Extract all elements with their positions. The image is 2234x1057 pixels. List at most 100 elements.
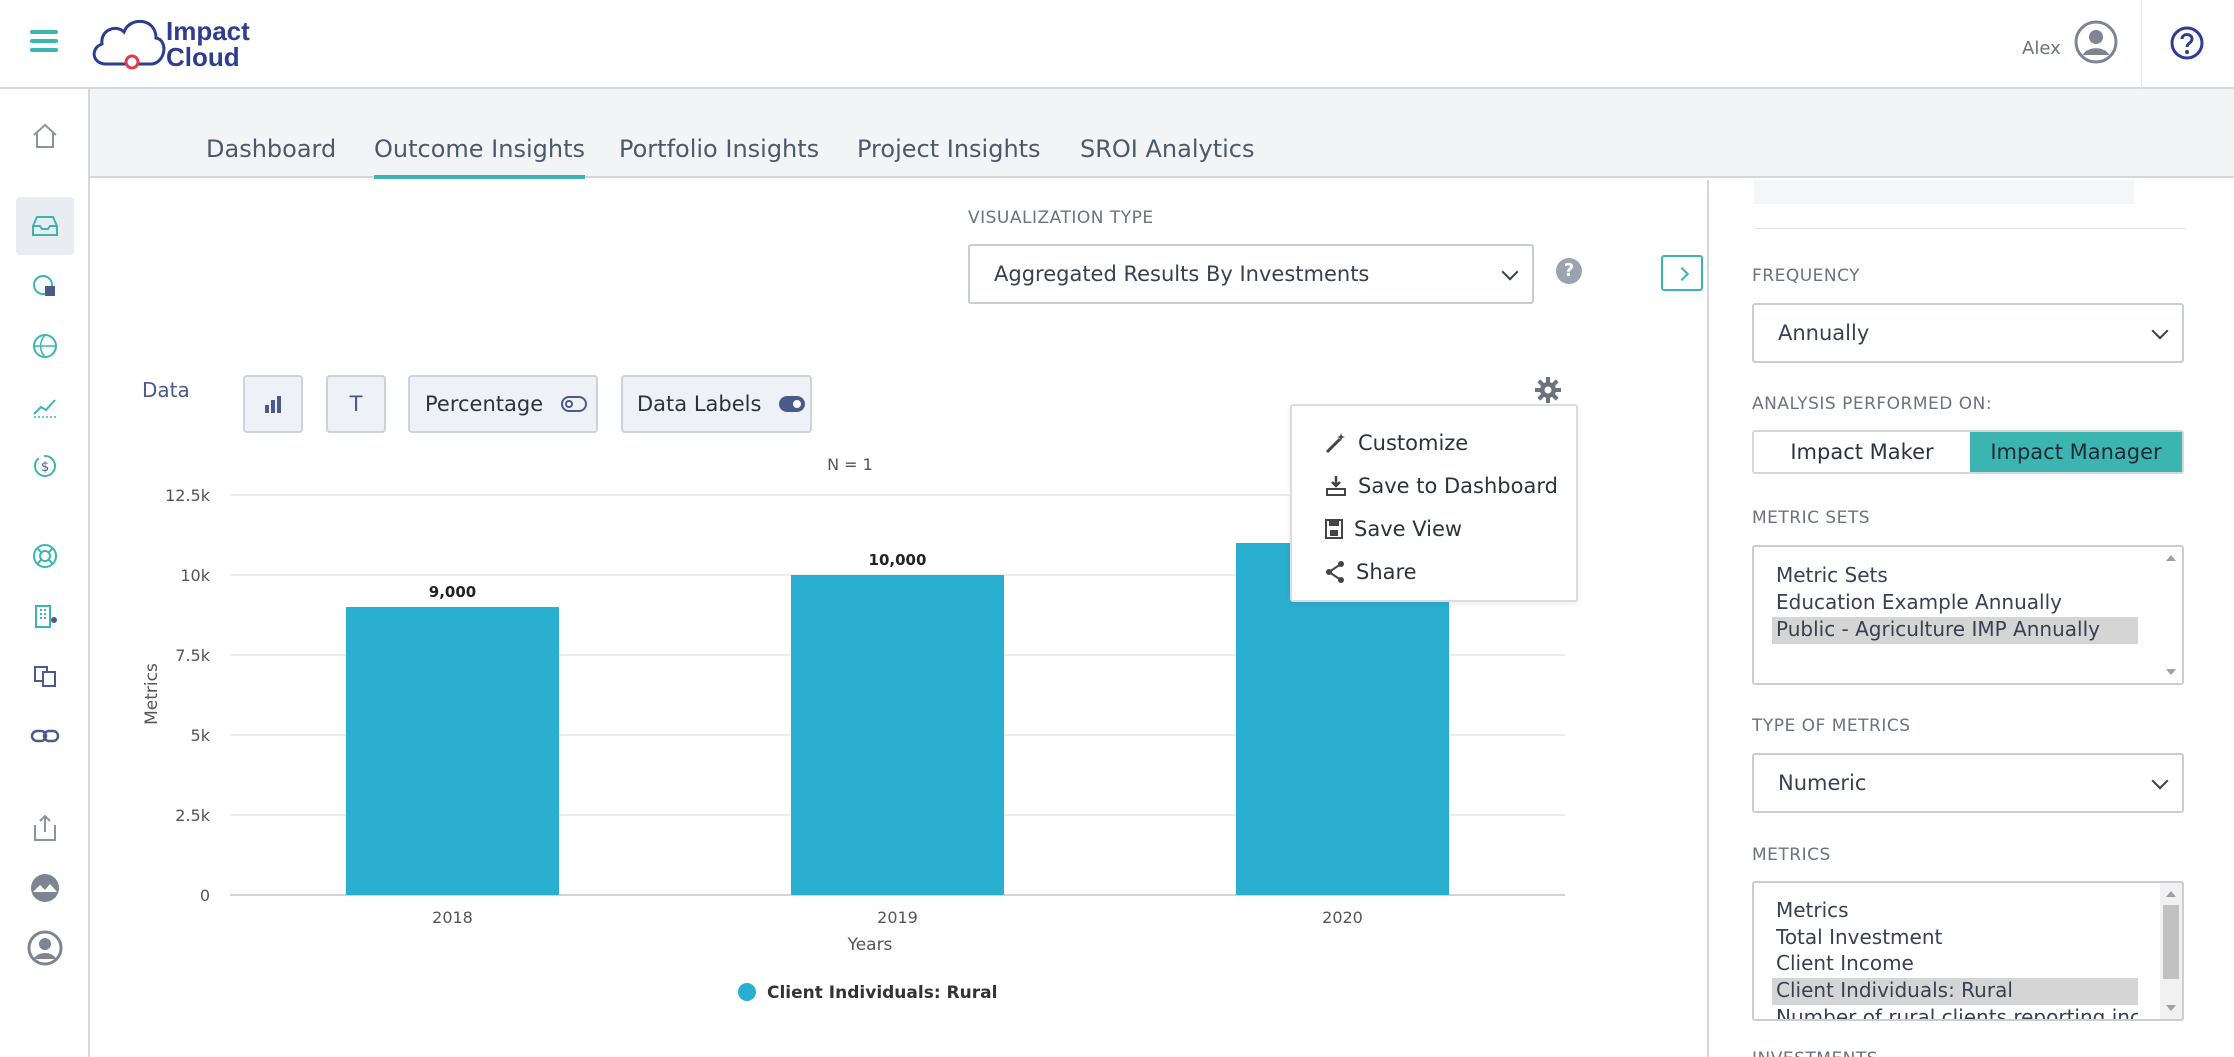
toggle-off-icon (561, 396, 588, 412)
sidebar-item-profile[interactable] (16, 919, 74, 977)
scrollbar[interactable] (2160, 883, 2182, 1019)
metric-set-option-selected[interactable]: Public - Agriculture IMP Annually (1772, 617, 2138, 644)
bar[interactable] (791, 575, 1004, 895)
visualization-type-select[interactable]: Aggregated Results By Investments (968, 244, 1534, 304)
metric-set-option[interactable]: Education Example Annually (1776, 590, 2062, 614)
metric-option[interactable]: Total Investment (1776, 925, 1943, 949)
metric-option[interactable]: Client Income (1776, 951, 1914, 975)
metrics-listbox[interactable]: Metrics Total Investment Client Income C… (1752, 881, 2184, 1021)
menu-item-customize[interactable]: Customize (1324, 428, 1468, 458)
impact-maker-button[interactable]: Impact Maker (1790, 440, 1934, 464)
home-icon (33, 123, 57, 148)
bar[interactable] (346, 607, 559, 895)
sidebar-item-trend[interactable] (16, 377, 74, 435)
globe-icon (33, 334, 57, 358)
sidebar: $ (0, 89, 90, 1057)
analysis-performed-label: ANALYSIS PERFORMED ON: (1752, 394, 1993, 414)
frequency-select[interactable]: Annually (1752, 303, 2184, 363)
data-labels-toggle-button[interactable]: Data Labels (621, 375, 812, 433)
floppy-disk-icon (1325, 519, 1343, 539)
x-axis-label: Years (847, 935, 893, 955)
metric-option[interactable]: Number of rural clients reporting increa (1776, 1005, 2138, 1021)
user-name[interactable]: Alex (2022, 38, 2061, 59)
avatar-icon[interactable] (2074, 20, 2118, 64)
type-of-metrics-label: TYPE OF METRICS (1752, 716, 1911, 736)
logo-text: Impact Cloud (166, 16, 250, 72)
metrics-label: METRICS (1752, 845, 1831, 865)
sidebar-item-building[interactable] (16, 587, 74, 645)
bar-chart-button[interactable] (243, 375, 303, 433)
text-format-button[interactable]: T (326, 375, 386, 433)
collapsed-field (1754, 180, 2134, 204)
gear-icon[interactable] (1534, 376, 1562, 404)
menu-item-share[interactable]: Share (1324, 557, 1417, 587)
help-question-icon[interactable]: ? (1556, 258, 1582, 284)
sidebar-item-support[interactable] (16, 527, 74, 585)
sidebar-item-report[interactable] (16, 257, 74, 315)
menu-item-save-to-dashboard[interactable]: Save to Dashboard (1324, 471, 1558, 501)
sidebar-item-currency[interactable]: $ (16, 437, 74, 495)
tab-portfolio-insights[interactable]: Portfolio Insights (619, 135, 820, 163)
sidebar-item-landscape[interactable] (16, 859, 74, 917)
x-tick-label: 2018 (432, 908, 473, 927)
metric-sets-label: METRIC SETS (1752, 508, 1871, 528)
chevron-down-icon (1501, 263, 1519, 281)
visualization-type-label: VISUALIZATION TYPE (968, 208, 1154, 228)
menu-item-save-view[interactable]: Save View (1324, 514, 1462, 544)
tab-project-insights[interactable]: Project Insights (857, 135, 1041, 163)
y-tick-label: 12.5k (165, 486, 211, 505)
lifebuoy-icon (33, 544, 57, 568)
tab-dashboard[interactable]: Dashboard (206, 135, 337, 163)
metric-set-option[interactable]: Metric Sets (1776, 563, 1888, 587)
bar-value-label: 10,000 (869, 551, 927, 569)
divider (1754, 228, 2186, 229)
bar-value-label: 9,000 (429, 583, 476, 601)
tab-sroi-analytics[interactable]: SROI Analytics (1080, 135, 1255, 163)
share-icon (1326, 561, 1344, 583)
y-tick-label: 2.5k (175, 806, 210, 825)
sidebar-item-upload[interactable] (16, 799, 74, 857)
sidebar-item-inbox[interactable] (16, 197, 74, 255)
hamburger-menu-icon[interactable] (30, 30, 58, 54)
y-tick-label: 10k (180, 566, 210, 585)
x-tick-label: 2020 (1322, 908, 1363, 927)
tab-outcome-insights[interactable]: Outcome Insights (374, 135, 585, 179)
chart-options-menu: Customize Save to Dashboard Save View Sh… (1290, 404, 1578, 602)
percentage-toggle-button[interactable]: Percentage (408, 375, 598, 433)
y-axis-label: Metrics (142, 663, 162, 725)
impact-manager-button[interactable]: Impact Manager (1970, 432, 2182, 472)
inbox-icon (32, 216, 58, 236)
chevron-down-icon (2151, 772, 2169, 790)
building-icon (35, 605, 57, 628)
sidebar-item-translate[interactable] (16, 647, 74, 705)
data-labels-label: Data Labels (637, 392, 762, 416)
scrollbar[interactable] (2160, 547, 2182, 683)
data-label: Data (142, 378, 190, 402)
metric-option[interactable]: Metrics (1776, 898, 1849, 922)
impact-cloud-logo[interactable]: Impact Cloud (88, 12, 288, 76)
toggle-on-icon (779, 396, 806, 412)
percentage-label: Percentage (425, 392, 544, 416)
upload-icon (34, 814, 56, 841)
type-of-metrics-select[interactable]: Numeric (1752, 753, 2184, 813)
legend-marker (738, 983, 756, 1001)
y-tick-label: 0 (200, 886, 210, 905)
collapse-panel-button[interactable] (1661, 255, 1703, 291)
sidebar-item-link[interactable] (16, 707, 74, 765)
chart-annotation: N = 1 (827, 455, 873, 474)
type-of-metrics-value: Numeric (1778, 771, 1867, 795)
metric-option-selected[interactable]: Client Individuals: Rural (1772, 978, 2138, 1005)
tab-bar: Dashboard Outcome Insights Portfolio Ins… (90, 89, 2234, 179)
download-tray-icon (1326, 476, 1346, 496)
bar-chart-icon (265, 396, 281, 413)
metric-sets-listbox[interactable]: Metric Sets Education Example Annually P… (1752, 545, 2184, 685)
sidebar-item-home[interactable] (16, 107, 74, 165)
y-tick-label: 7.5k (175, 646, 210, 665)
legend-label[interactable]: Client Individuals: Rural (767, 983, 997, 1003)
magic-wand-icon (1325, 433, 1345, 454)
help-icon[interactable] (2170, 26, 2204, 60)
sidebar-item-globe[interactable] (16, 317, 74, 375)
cloud-logo-icon (92, 20, 166, 70)
investments-label: INVESTMENTS (1752, 1048, 1878, 1057)
analysis-toggle: Impact Maker Impact Manager (1752, 430, 2184, 474)
